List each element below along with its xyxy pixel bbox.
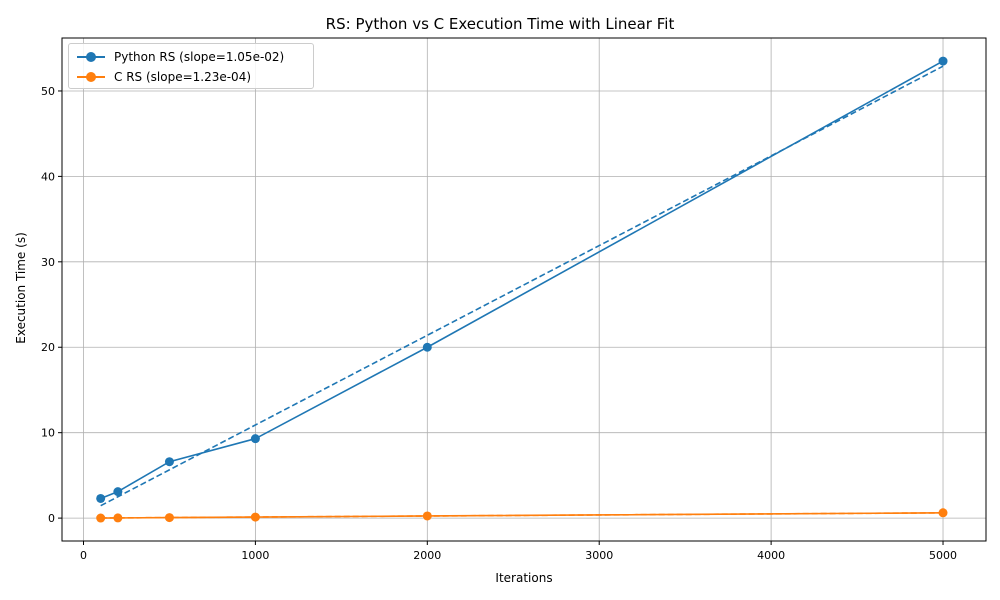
plot-frame [61,37,987,542]
x-axis-label: Iterations [495,571,552,585]
fit-line [100,65,944,507]
y-axis-label: Execution Time (s) [14,232,28,344]
series-1 [96,508,948,523]
data-point [422,342,432,352]
data-point [250,512,260,522]
legend-entry-c: C RS (slope=1.23e-04) [77,67,251,87]
x-tick-label: 5000 [929,549,957,562]
legend-swatch-python [77,51,105,63]
data-point [96,513,106,523]
series-0 [96,56,948,507]
data-point [164,457,174,467]
series-layer [96,56,948,523]
data-point [422,511,432,521]
x-tick-label: 3000 [585,549,613,562]
y-tick-label: 10 [41,427,55,440]
data-point [164,513,174,523]
legend: Python RS (slope=1.05e-02) C RS (slope=1… [68,43,314,89]
axis-ticks: 0 1000 2000 3000 4000 5000 0 10 20 30 40 50 [41,85,957,562]
fit-line [100,512,944,519]
data-point [938,508,948,518]
legend-label-python: Python RS (slope=1.05e-02) [114,50,285,64]
x-tick-label: 1000 [241,549,269,562]
data-point [113,487,123,497]
data-point [96,493,106,503]
y-tick-label: 0 [48,512,55,525]
legend-label-c: C RS (slope=1.23e-04) [114,70,252,84]
y-tick-label: 30 [41,256,55,269]
x-tick-label: 0 [80,549,87,562]
data-point [938,56,948,66]
y-tick-label: 40 [41,170,55,183]
legend-swatch-c [77,71,105,83]
x-tick-label: 2000 [413,549,441,562]
chart-title: RS: Python vs C Execution Time with Line… [326,15,675,33]
data-point [113,513,123,523]
data-point [250,434,260,444]
x-tick-label: 4000 [757,549,785,562]
y-tick-label: 20 [41,341,55,354]
y-tick-label: 50 [41,85,55,98]
legend-entry-python: Python RS (slope=1.05e-02) [77,47,284,67]
